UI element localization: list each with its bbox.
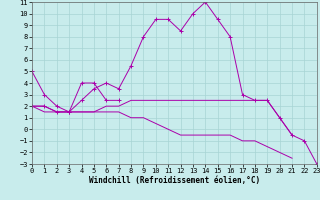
X-axis label: Windchill (Refroidissement éolien,°C): Windchill (Refroidissement éolien,°C) <box>89 176 260 185</box>
